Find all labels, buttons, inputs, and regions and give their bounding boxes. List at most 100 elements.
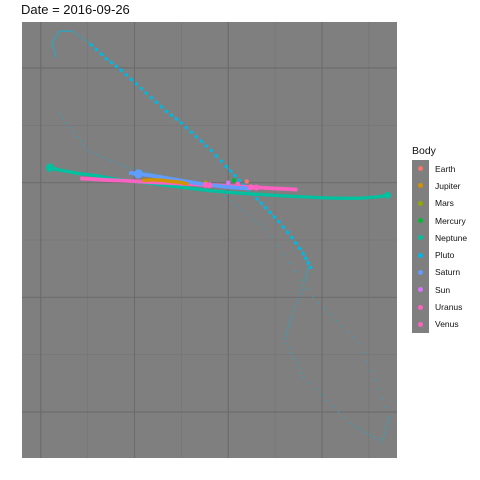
point-pluto	[331, 405, 334, 408]
point-pluto	[247, 213, 249, 216]
point-pluto-dense	[297, 246, 302, 251]
point-pluto	[167, 110, 170, 112]
legend-label-jupiter: Jupiter	[435, 180, 461, 191]
point-pluto	[132, 80, 135, 83]
point-pluto	[305, 275, 307, 278]
point-pluto-dense	[89, 43, 94, 47]
point-pluto	[306, 269, 309, 271]
point-pluto	[57, 31, 60, 34]
point-pluto-dense	[159, 105, 164, 109]
point-pluto	[362, 351, 365, 354]
point-pluto-dense	[204, 144, 209, 148]
point-pluto	[285, 332, 288, 334]
point-pluto	[69, 126, 71, 129]
point-pluto	[79, 140, 82, 143]
point-pluto	[382, 437, 384, 440]
point-pluto	[290, 352, 293, 355]
point-pluto	[188, 128, 191, 131]
point-pluto	[305, 287, 308, 290]
point-pluto-dense	[304, 256, 308, 261]
point-pluto	[124, 165, 126, 168]
point-uranus-dense	[253, 184, 260, 191]
point-pluto	[288, 262, 290, 264]
legend-key-saturn	[412, 263, 429, 282]
point-pluto	[53, 48, 55, 51]
point-pluto	[81, 37, 83, 39]
point-pluto-dense	[255, 196, 259, 201]
point-neptune-current	[45, 163, 55, 172]
legend-dot-saturn	[418, 269, 423, 275]
point-pluto	[308, 382, 310, 385]
point-pluto	[294, 270, 296, 273]
point-pluto	[105, 157, 108, 160]
point-pluto-dense	[144, 91, 149, 95]
point-pluto	[223, 195, 226, 198]
point-pluto	[141, 170, 144, 172]
point-pluto	[301, 289, 303, 291]
point-pluto	[297, 297, 300, 300]
point-pluto-dense	[169, 113, 174, 118]
legend-dot-mars	[418, 200, 423, 206]
legend-key-neptune	[412, 229, 429, 247]
point-jupiter	[185, 181, 189, 186]
point-pluto-dense	[99, 52, 104, 56]
point-pluto	[361, 429, 363, 432]
point-pluto	[88, 42, 90, 45]
point-pluto	[56, 33, 59, 35]
point-pluto	[78, 35, 81, 38]
point-pluto	[341, 325, 343, 327]
legend-dot-jupiter	[418, 183, 423, 189]
point-pluto	[357, 427, 359, 429]
legend-item-neptune: Neptune	[412, 229, 474, 247]
point-pluto	[373, 379, 376, 381]
point-pluto	[383, 434, 385, 437]
point-pluto	[386, 422, 389, 424]
legend: Body Earth Jupiter Mars Mercury Neptune Pluto…	[412, 144, 474, 333]
point-pluto	[377, 438, 379, 441]
point-pluto-dense	[124, 73, 129, 77]
point-pluto	[66, 30, 69, 32]
point-pluto-dense	[281, 225, 285, 229]
point-sun	[226, 180, 231, 185]
point-pluto	[74, 32, 76, 34]
point-pluto	[377, 388, 380, 390]
point-pluto	[253, 195, 255, 198]
legend-key-pluto	[412, 246, 429, 264]
minor-gridlines	[22, 22, 397, 458]
point-pluto-dense	[114, 64, 119, 69]
point-pluto	[51, 41, 53, 44]
legend-label-saturn: Saturn	[435, 267, 461, 278]
point-pluto	[119, 163, 122, 166]
point-pluto-dense	[224, 164, 229, 169]
point-pluto-dense	[209, 148, 214, 153]
point-pluto	[76, 33, 79, 36]
point-pluto	[353, 425, 355, 427]
point-pluto	[300, 279, 302, 281]
point-pluto	[102, 54, 105, 57]
legend-item-uranus: Uranus	[412, 298, 474, 316]
legend-item-pluto: Pluto	[412, 246, 474, 264]
point-pluto-dense	[184, 125, 189, 130]
point-pluto	[85, 40, 88, 43]
legend-dot-uranus	[418, 304, 423, 310]
point-pluto	[93, 46, 96, 49]
point-pluto	[301, 250, 304, 252]
legend-label-pluto: Pluto	[435, 250, 455, 261]
point-pluto	[71, 30, 74, 32]
point-pluto-dense	[294, 241, 298, 245]
point-pluto-dense	[94, 47, 99, 52]
point-pluto-dense	[290, 236, 294, 240]
point-pluto	[346, 330, 349, 333]
point-pluto	[284, 335, 287, 337]
point-pluto	[54, 55, 57, 58]
point-pluto-dense	[237, 178, 242, 183]
legend-label-mars: Mars	[435, 198, 454, 209]
legend-dot-venus	[418, 321, 423, 327]
point-pluto	[153, 98, 156, 101]
legend-dot-sun	[418, 287, 423, 293]
point-pluto	[96, 153, 98, 156]
point-pluto-dense	[189, 130, 194, 134]
point-uranus-dense	[206, 182, 213, 189]
point-pluto	[76, 135, 78, 138]
